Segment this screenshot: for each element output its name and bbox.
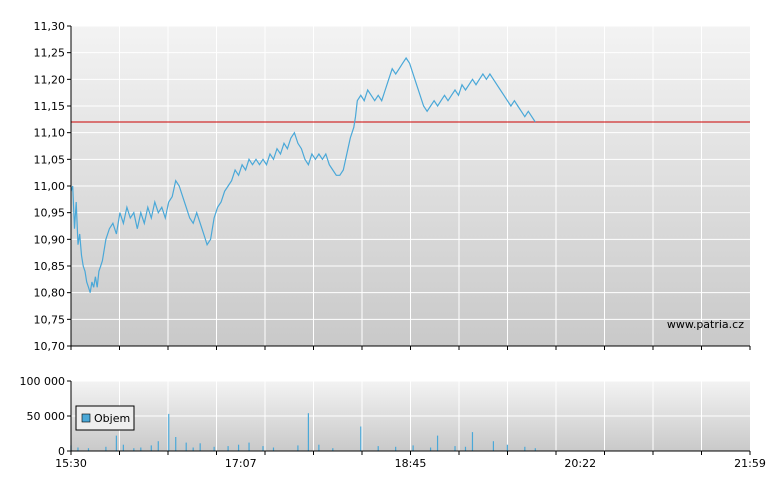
- price-y-tick-label: 11,20: [34, 73, 66, 86]
- price-y-tick-label: 11,10: [34, 127, 66, 140]
- price-y-tick-label: 10,75: [34, 313, 66, 326]
- price-y-tick-label: 10,95: [34, 207, 66, 220]
- price-y-tick-label: 10,90: [34, 233, 66, 246]
- volume-y-tick-label: 100 000: [20, 375, 66, 388]
- price-panel: 10,70 10,75 10,80 10,85 10,90 10,95 11,00 11,05…: [34, 20, 750, 353]
- price-y-tick-label: 11,05: [34, 153, 66, 166]
- price-y-tick-label: 10,85: [34, 260, 66, 273]
- price-y-tick-label: 11,00: [34, 180, 66, 193]
- legend-swatch: [81, 413, 91, 423]
- watermark-text: www.patria.cz: [667, 318, 744, 331]
- x-tick-label: 15:30: [55, 457, 87, 470]
- price-y-tick-label: 11,30: [34, 20, 66, 33]
- volume-y-tick-label: 50 000: [27, 410, 66, 423]
- price-series-line: [70, 56, 536, 293]
- volume-legend: Objem: [75, 405, 135, 431]
- x-axis: 15:30 17:07 18:45 20:22 21:59: [55, 346, 766, 470]
- price-y-tick-label: 10,70: [34, 340, 66, 353]
- x-tick-label: 17:07: [225, 457, 257, 470]
- legend-label: Objem: [94, 412, 130, 425]
- x-tick-label: 20:22: [564, 457, 596, 470]
- volume-panel: 0 50 000 100 000 Objem: [20, 375, 750, 458]
- x-tick-label: 18:45: [395, 457, 427, 470]
- price-y-tick-label: 11,25: [34, 47, 66, 60]
- price-y-tick-label: 11,15: [34, 100, 66, 113]
- price-y-tick-label: 10,80: [34, 287, 66, 300]
- x-tick-label: 21:59: [734, 457, 766, 470]
- volume-y-tick-label: 0: [58, 445, 65, 458]
